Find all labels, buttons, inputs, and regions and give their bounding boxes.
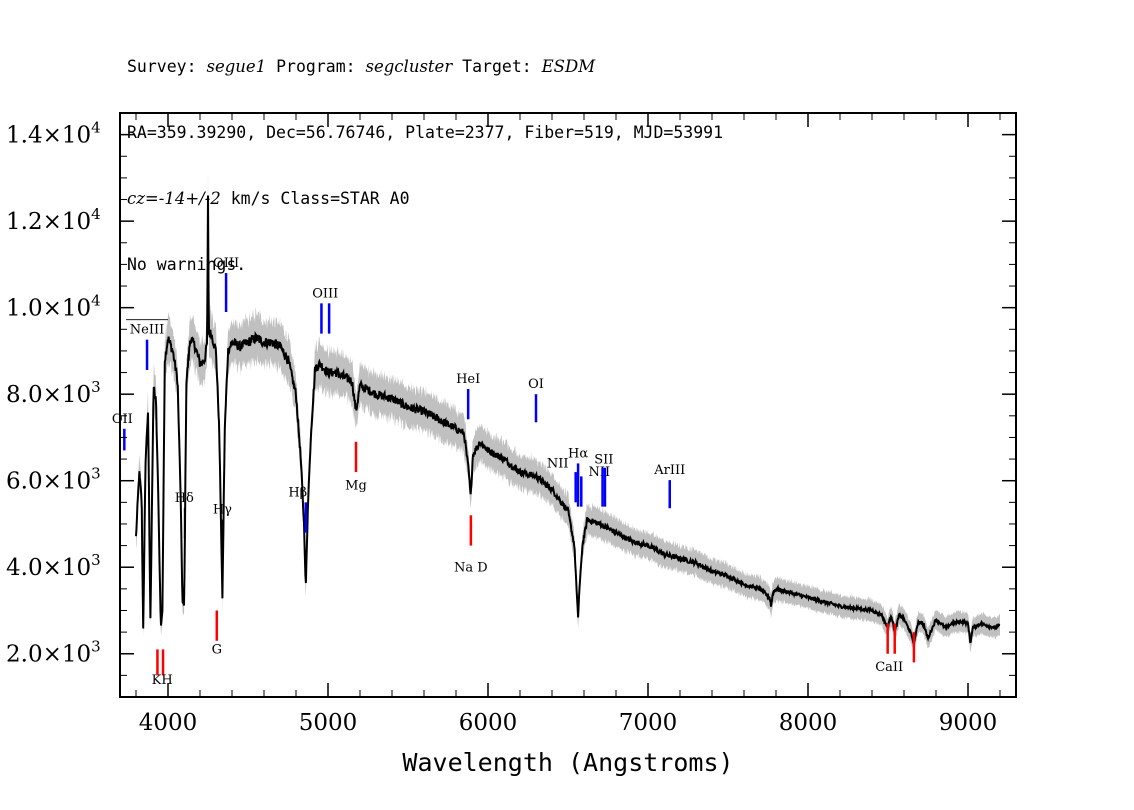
spectrum-line	[135, 195, 1001, 645]
emission-label: ArIII	[653, 463, 685, 478]
line-marker: OII	[112, 412, 133, 451]
program-label: Program:	[266, 57, 366, 76]
cz-label: cz=	[127, 189, 159, 208]
plot-frame	[119, 112, 1017, 698]
line-marker: NeIII	[126, 319, 169, 370]
emission-label: OII	[112, 412, 133, 427]
x-tick-label: 9000	[939, 710, 998, 736]
absorption-label: Na D	[454, 561, 488, 576]
emission-label: Hα	[568, 446, 588, 461]
noise-band	[136, 165, 1000, 653]
noise-band-layer	[136, 165, 1000, 653]
emission-label: NII	[547, 456, 569, 471]
class-text: km/s Class=STAR A0	[220, 189, 410, 208]
series-layer	[135, 195, 1001, 645]
emission-label: SII	[594, 452, 613, 467]
absorption-label: CaII	[875, 660, 903, 675]
program-value: segcluster	[365, 57, 453, 76]
emission-label: Hβ	[288, 485, 307, 500]
header-line-redshift: cz=-14+/-2 km/s Class=STAR A0	[127, 188, 723, 210]
emission-label: HeI	[456, 372, 480, 387]
y-tick-label: 8.0×103	[6, 378, 101, 408]
header-line-warnings: No warnings.	[127, 255, 247, 274]
absorption-label: Mg	[345, 478, 367, 493]
y-tick-label: 1.4×104	[6, 119, 101, 149]
line-marker: Hβ	[288, 485, 307, 533]
line-marker: Hγ	[213, 503, 232, 548]
emission-label: OIII	[213, 256, 239, 271]
target-value: ESDM	[541, 57, 596, 76]
spectrum-header: Survey: segue1 Program: segcluster Targe…	[127, 12, 723, 298]
line-marker: Na D	[454, 515, 488, 576]
line-marker: OI	[528, 377, 544, 423]
line-annotation-layer: OII NeIII K H Hδ Hγ G OIII Hβ OIII Mg HeI Na D OI NIIH…	[112, 256, 916, 688]
y-tick-label: 6.0×103	[6, 465, 101, 495]
x-tick-label: 4000	[139, 710, 198, 736]
line-marker: ArIII	[653, 463, 685, 509]
line-marker: Hα	[568, 446, 588, 507]
line-marker: H	[161, 649, 173, 688]
line-marker: Mg	[345, 441, 367, 493]
x-tick-label: 6000	[459, 710, 518, 736]
emission-label: OIII	[312, 286, 338, 301]
line-marker: K	[152, 649, 162, 688]
absorption-label: G	[212, 643, 222, 658]
target-label: Target:	[452, 57, 542, 76]
line-marker: CaII	[875, 623, 903, 675]
emission-label: Hγ	[213, 503, 232, 518]
absorption-label: H	[161, 673, 172, 688]
emission-label: NeIII	[130, 323, 164, 338]
header-line-survey: Survey: segue1 Program: segcluster Targe…	[127, 56, 723, 78]
x-tick-label: 8000	[779, 710, 838, 736]
line-marker: HeI	[456, 372, 480, 420]
y-tick-label: 2.0×103	[6, 638, 101, 668]
survey-label: Survey:	[127, 57, 207, 76]
line-marker: NII	[547, 456, 577, 503]
axis-tick-layer: 4000 5000 6000 7000 8000 9000 2.0×103 4.0×103 6.…	[6, 112, 1016, 736]
y-tick-label: 1.2×104	[6, 205, 101, 235]
x-tick-label: 7000	[619, 710, 678, 736]
emission-label: Hδ	[175, 491, 194, 506]
header-line-coords: RA=359.39290, Dec=56.76746, Plate=2377, …	[127, 123, 724, 142]
line-marker: OIII	[213, 256, 239, 312]
y-tick-label: 1.0×104	[6, 292, 101, 322]
cz-value: -14+/-2	[158, 189, 221, 208]
line-marker: G	[212, 610, 222, 658]
absorption-label: K	[152, 673, 162, 688]
y-tick-label: 4.0×103	[6, 551, 101, 581]
line-marker: Hδ	[175, 491, 194, 539]
line-marker: OIII	[312, 286, 338, 334]
line-marker: SII	[594, 452, 613, 507]
survey-value: segue1	[206, 57, 267, 76]
emission-label: OI	[528, 377, 544, 392]
x-tick-label: 5000	[299, 710, 358, 736]
x-axis-title: Wavelength (Angstroms)	[402, 748, 733, 777]
